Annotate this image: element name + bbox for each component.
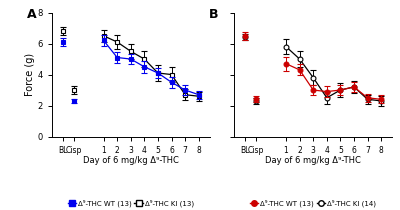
Y-axis label: Force (g): Force (g) <box>25 53 35 96</box>
X-axis label: Day of 6 mg/kg Δ⁹-THC: Day of 6 mg/kg Δ⁹-THC <box>83 156 179 165</box>
X-axis label: Day of 6 mg/kg Δ⁹-THC: Day of 6 mg/kg Δ⁹-THC <box>265 156 361 165</box>
Text: B: B <box>209 8 219 21</box>
Legend: Δ⁹-THC WT (13), Δ⁹-THC KI (13): Δ⁹-THC WT (13), Δ⁹-THC KI (13) <box>65 197 197 210</box>
Legend: Δ⁹-THC WT (13), Δ⁹-THC KI (14): Δ⁹-THC WT (13), Δ⁹-THC KI (14) <box>247 197 379 210</box>
Text: A: A <box>27 8 36 21</box>
